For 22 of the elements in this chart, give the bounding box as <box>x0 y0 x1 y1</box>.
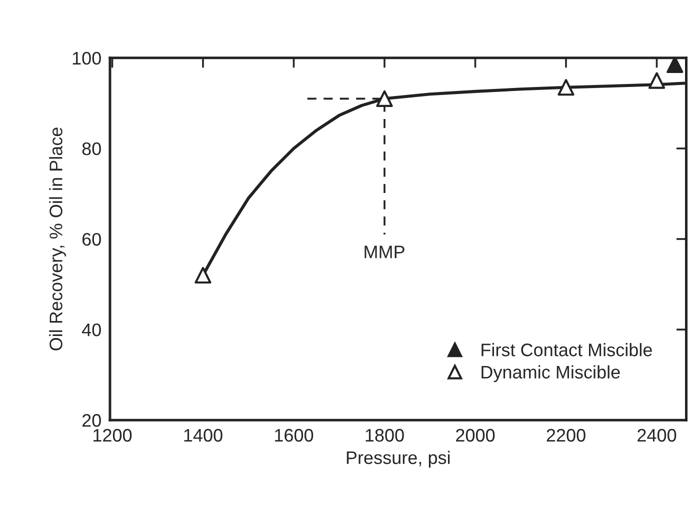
y-tick-label: 20 <box>82 414 101 427</box>
y-tick-label: 100 <box>72 52 101 65</box>
y-tick-label: 80 <box>82 142 101 156</box>
legend-label: First Contact Miscible <box>482 343 652 356</box>
x-tick-label: 2400 <box>638 428 676 442</box>
y-tick-label: 60 <box>82 232 101 246</box>
point <box>648 72 666 89</box>
point <box>558 79 574 96</box>
point <box>194 266 212 284</box>
x-tick-label: 1400 <box>184 428 222 442</box>
x-tick-label: 1600 <box>275 428 314 442</box>
annotation: MMP <box>364 246 404 258</box>
legend-label: Dynamic Miscible <box>482 365 620 382</box>
point <box>666 58 684 74</box>
y-axis-title: Oil Recovery, % Oil in Place <box>49 128 66 350</box>
x-tick-label: 1200 <box>94 428 132 442</box>
point <box>376 90 393 107</box>
x-tick-label: 1800 <box>366 428 404 442</box>
y-tick-label: 40 <box>82 324 101 336</box>
x-tick-label: 2000 <box>456 428 495 442</box>
x-axis-title: Pressure, psi <box>346 450 450 468</box>
x-tick-label: 2200 <box>546 428 586 442</box>
